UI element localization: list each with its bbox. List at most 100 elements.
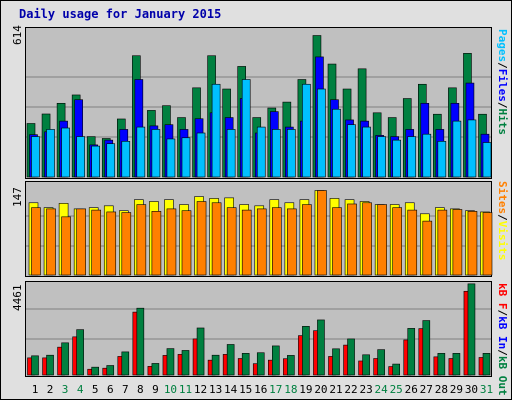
x-tick-label: 4 [77, 383, 84, 396]
pages-bar [91, 145, 100, 178]
kb-out-bar [392, 363, 401, 376]
sites-bar [166, 208, 177, 276]
sites-bar [61, 216, 71, 276]
x-tick-label: 11 [179, 383, 192, 396]
pages-bar [241, 79, 251, 178]
kb-out-bar [166, 348, 175, 376]
x-tick-label: 18 [284, 383, 297, 396]
x-tick-label: 15 [239, 383, 252, 396]
pages-bar [437, 141, 447, 178]
kb-out-bar [136, 307, 145, 376]
pages-bar [151, 129, 161, 178]
pages-bar [121, 141, 131, 178]
kb-out-bar [91, 366, 99, 376]
sites-bar [196, 201, 207, 276]
sites-bar [392, 207, 403, 276]
pages-bar [31, 136, 40, 178]
x-tick-label: 13 [209, 383, 222, 396]
sites-bar [482, 212, 493, 276]
x-tick-label: 10 [164, 383, 177, 396]
pages-bar [482, 142, 492, 178]
sites-bar [151, 211, 162, 276]
kb-out-bar [467, 283, 476, 376]
x-tick-label: 6 [107, 383, 114, 396]
kb-out-bar [241, 353, 250, 376]
kb-out-bar [226, 344, 235, 376]
sites-bar [347, 203, 357, 276]
kb-out-bar [452, 353, 461, 376]
kb-out-bar [422, 320, 431, 376]
kb-out-bar [256, 352, 265, 376]
sites-bar [226, 207, 237, 276]
pages-bar [256, 126, 266, 178]
sites-bar [407, 209, 418, 276]
pages-bar [196, 132, 206, 178]
sites-bar [91, 209, 101, 276]
x-tick-label: 2 [47, 383, 54, 396]
kb-out-bar [302, 326, 310, 376]
kb-out-bar [377, 349, 385, 376]
pages-bar [407, 136, 417, 178]
kb-out-bar [482, 353, 491, 376]
pages-bar [46, 129, 55, 178]
pages-bar [467, 119, 477, 178]
pages-bar [347, 124, 356, 178]
sites-bar [106, 211, 117, 276]
pages-bar [136, 126, 146, 178]
kb-out-bar [196, 327, 205, 376]
x-tick-label: 31 [480, 383, 493, 396]
sites-bar [256, 208, 267, 276]
pages-bar [377, 136, 386, 178]
sites-bar [136, 204, 147, 276]
x-tick-label: 1 [32, 383, 39, 396]
x-tick-label: 3 [62, 383, 69, 396]
kb-out-bar [287, 355, 295, 376]
x-tick-label: 22 [344, 383, 357, 396]
pages-bar [422, 133, 432, 178]
pages-bar [317, 88, 326, 178]
sites-bar [271, 207, 282, 276]
pages-bar [211, 83, 221, 178]
kb-out-bar [76, 329, 84, 376]
kb-out-bar [407, 328, 416, 376]
sites-bar [317, 190, 327, 276]
kb-out-bar [362, 354, 370, 376]
x-tick-label: 30 [465, 383, 478, 396]
sites-bar [437, 209, 448, 276]
pages-bar [61, 127, 70, 178]
x-tick-label: 27 [420, 383, 433, 396]
kb-out-bar [332, 348, 340, 376]
pages-bar [106, 143, 116, 178]
pages-bar [166, 138, 176, 178]
kb-out-bar [181, 350, 190, 376]
x-tick-label: 16 [254, 383, 267, 396]
x-tick-label: 24 [375, 383, 389, 396]
sites-bar [302, 204, 312, 276]
x-tick-label: 28 [435, 383, 448, 396]
pages-bar [332, 108, 341, 178]
kb-out-bar [271, 345, 280, 376]
sites-bar [121, 212, 132, 276]
kb-out-bar [437, 353, 446, 376]
x-tick-label: 17 [269, 383, 282, 396]
pages-bar [226, 129, 236, 178]
x-tick-label: 8 [137, 383, 144, 396]
x-tick-label: 19 [299, 383, 312, 396]
kb-out-bar [211, 354, 220, 376]
x-tick-label: 9 [152, 383, 159, 396]
pages-bar [392, 139, 402, 178]
kb-out-bar [106, 365, 115, 376]
sites-bar [332, 207, 342, 276]
x-tick-label: 25 [390, 383, 403, 396]
pages-bar [76, 136, 85, 178]
x-tick-label: 29 [450, 383, 463, 396]
x-tick-label: 14 [224, 383, 238, 396]
x-tick-label: 20 [314, 383, 327, 396]
x-tick-label: 21 [329, 383, 342, 396]
sites-bar [76, 208, 86, 276]
sites-bar [181, 210, 192, 276]
sites-bar [467, 211, 478, 276]
kb-out-bar [347, 338, 355, 376]
